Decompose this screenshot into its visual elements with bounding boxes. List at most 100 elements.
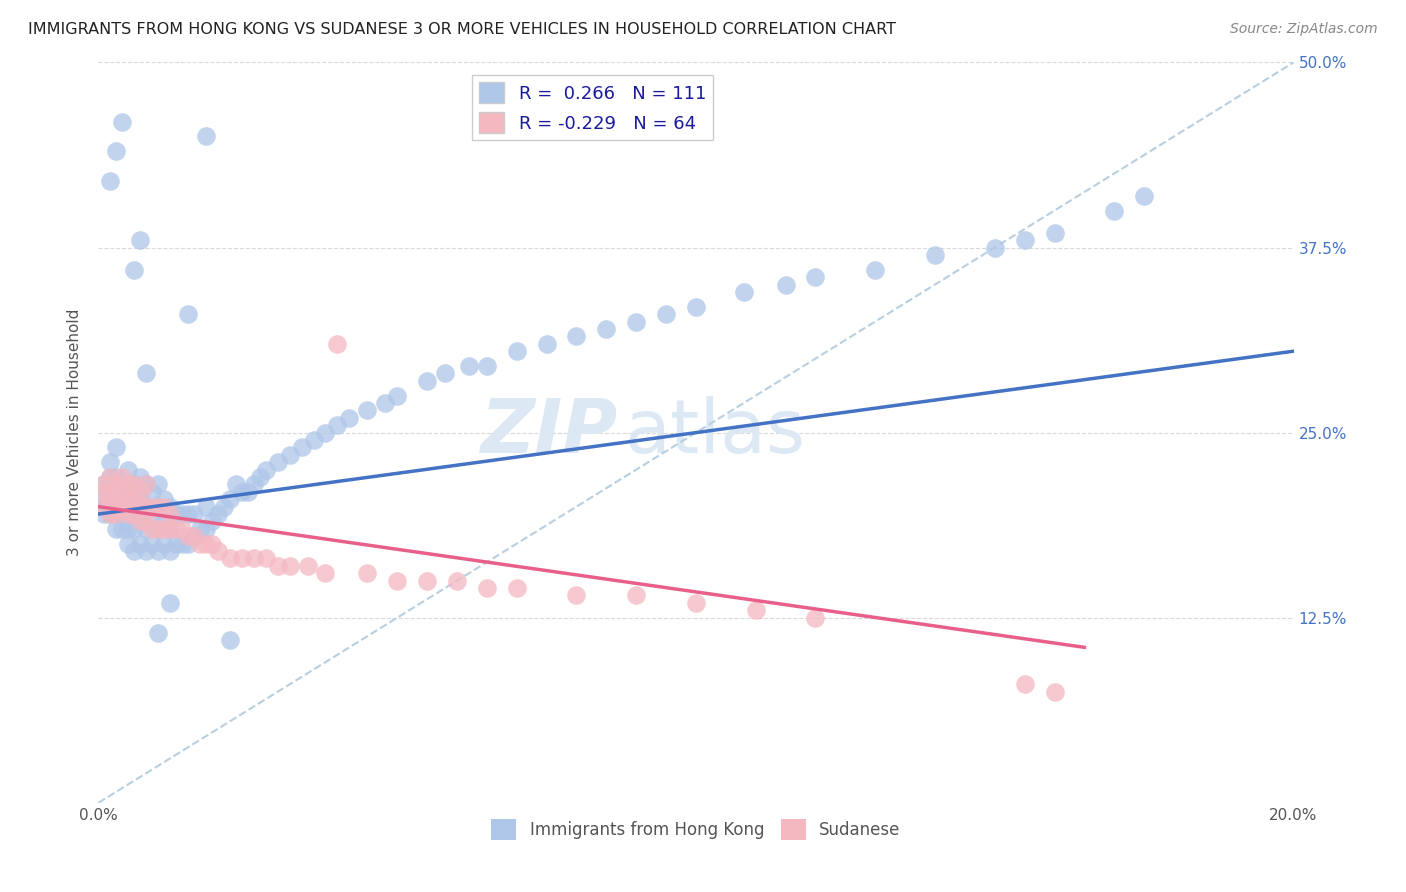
Point [153, 500, 176, 514]
Point [685, 596, 707, 610]
Point [231, 551, 253, 566]
Point [315, 425, 337, 440]
Point [1043, 226, 1066, 240]
Point [475, 359, 498, 373]
Point [153, 522, 176, 536]
Point [129, 515, 152, 529]
Point [117, 477, 139, 491]
Point [141, 500, 163, 514]
Point [195, 536, 218, 550]
Point [315, 566, 337, 581]
Point [111, 500, 134, 514]
Point [254, 551, 277, 566]
Point [1133, 188, 1156, 202]
Point [129, 492, 152, 507]
Point [1104, 203, 1126, 218]
Point [165, 507, 187, 521]
Point [326, 418, 349, 433]
Point [111, 492, 134, 507]
Point [105, 507, 128, 521]
Point [745, 603, 768, 617]
Point [446, 574, 468, 588]
Point [135, 477, 157, 491]
Point [148, 522, 170, 536]
Point [1014, 677, 1036, 691]
Point [135, 515, 157, 529]
Point [356, 566, 378, 581]
Point [626, 589, 648, 603]
Point [201, 536, 224, 550]
Point [93, 477, 115, 491]
Point [201, 515, 224, 529]
Point [804, 270, 827, 285]
Point [278, 448, 301, 462]
Point [129, 536, 152, 550]
Point [141, 515, 163, 529]
Point [291, 441, 314, 455]
Point [595, 322, 617, 336]
Point [105, 507, 128, 521]
Point [159, 544, 181, 558]
Point [219, 632, 242, 647]
Point [93, 507, 115, 521]
Point [153, 515, 176, 529]
Point [385, 388, 409, 402]
Point [506, 581, 529, 595]
Point [129, 500, 152, 514]
Point [148, 477, 170, 491]
Point [93, 484, 115, 499]
Point [98, 484, 122, 499]
Point [159, 500, 181, 514]
Point [775, 277, 797, 292]
Point [93, 500, 115, 514]
Point [177, 307, 200, 321]
Point [207, 544, 229, 558]
Point [148, 625, 170, 640]
Point [135, 500, 157, 514]
Point [356, 403, 378, 417]
Point [207, 507, 229, 521]
Point [249, 470, 271, 484]
Point [129, 484, 152, 499]
Point [98, 500, 122, 514]
Point [159, 596, 181, 610]
Point [93, 500, 115, 514]
Point [385, 574, 409, 588]
Point [111, 507, 134, 521]
Point [117, 492, 139, 507]
Point [475, 581, 498, 595]
Point [177, 507, 200, 521]
Point [236, 484, 259, 499]
Point [804, 610, 827, 624]
Point [374, 396, 396, 410]
Point [254, 462, 277, 476]
Point [219, 551, 242, 566]
Point [105, 470, 128, 484]
Point [117, 477, 139, 491]
Point [111, 484, 134, 499]
Point [165, 522, 187, 536]
Point [984, 240, 1007, 255]
Point [135, 544, 157, 558]
Point [183, 529, 205, 543]
Point [124, 544, 146, 558]
Point [111, 522, 134, 536]
Point [135, 367, 157, 381]
Point [416, 574, 439, 588]
Point [141, 484, 163, 499]
Point [148, 500, 170, 514]
Point [267, 558, 290, 573]
Point [93, 477, 115, 491]
Point [141, 522, 163, 536]
Point [117, 500, 139, 514]
Point [124, 507, 146, 521]
Point [231, 484, 253, 499]
Point [278, 558, 301, 573]
Point [195, 129, 218, 144]
Point [243, 551, 266, 566]
Point [183, 507, 205, 521]
Point [105, 522, 128, 536]
Point [195, 522, 218, 536]
Point [111, 114, 134, 128]
Point [124, 492, 146, 507]
